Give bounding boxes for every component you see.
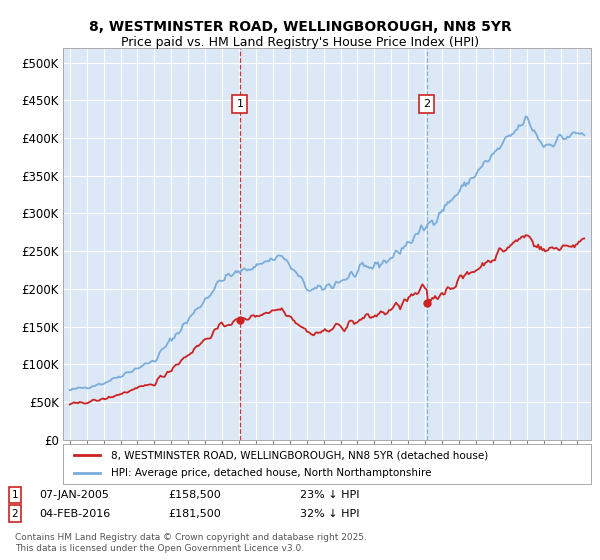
Text: HPI: Average price, detached house, North Northamptonshire: HPI: Average price, detached house, Nort…: [110, 468, 431, 478]
Text: 2: 2: [11, 508, 19, 519]
Text: 8, WESTMINSTER ROAD, WELLINGBOROUGH, NN8 5YR: 8, WESTMINSTER ROAD, WELLINGBOROUGH, NN8…: [89, 20, 511, 34]
Text: 04-FEB-2016: 04-FEB-2016: [39, 508, 110, 519]
Text: 8, WESTMINSTER ROAD, WELLINGBOROUGH, NN8 5YR (detached house): 8, WESTMINSTER ROAD, WELLINGBOROUGH, NN8…: [110, 450, 488, 460]
Text: £158,500: £158,500: [168, 490, 221, 500]
Text: 32% ↓ HPI: 32% ↓ HPI: [300, 508, 359, 519]
Text: Contains HM Land Registry data © Crown copyright and database right 2025.
This d: Contains HM Land Registry data © Crown c…: [15, 533, 367, 553]
Text: 1: 1: [236, 99, 244, 109]
Text: 2: 2: [423, 99, 430, 109]
Text: £181,500: £181,500: [168, 508, 221, 519]
Text: Price paid vs. HM Land Registry's House Price Index (HPI): Price paid vs. HM Land Registry's House …: [121, 36, 479, 49]
Text: 1: 1: [11, 490, 19, 500]
Text: 23% ↓ HPI: 23% ↓ HPI: [300, 490, 359, 500]
Text: 07-JAN-2005: 07-JAN-2005: [39, 490, 109, 500]
